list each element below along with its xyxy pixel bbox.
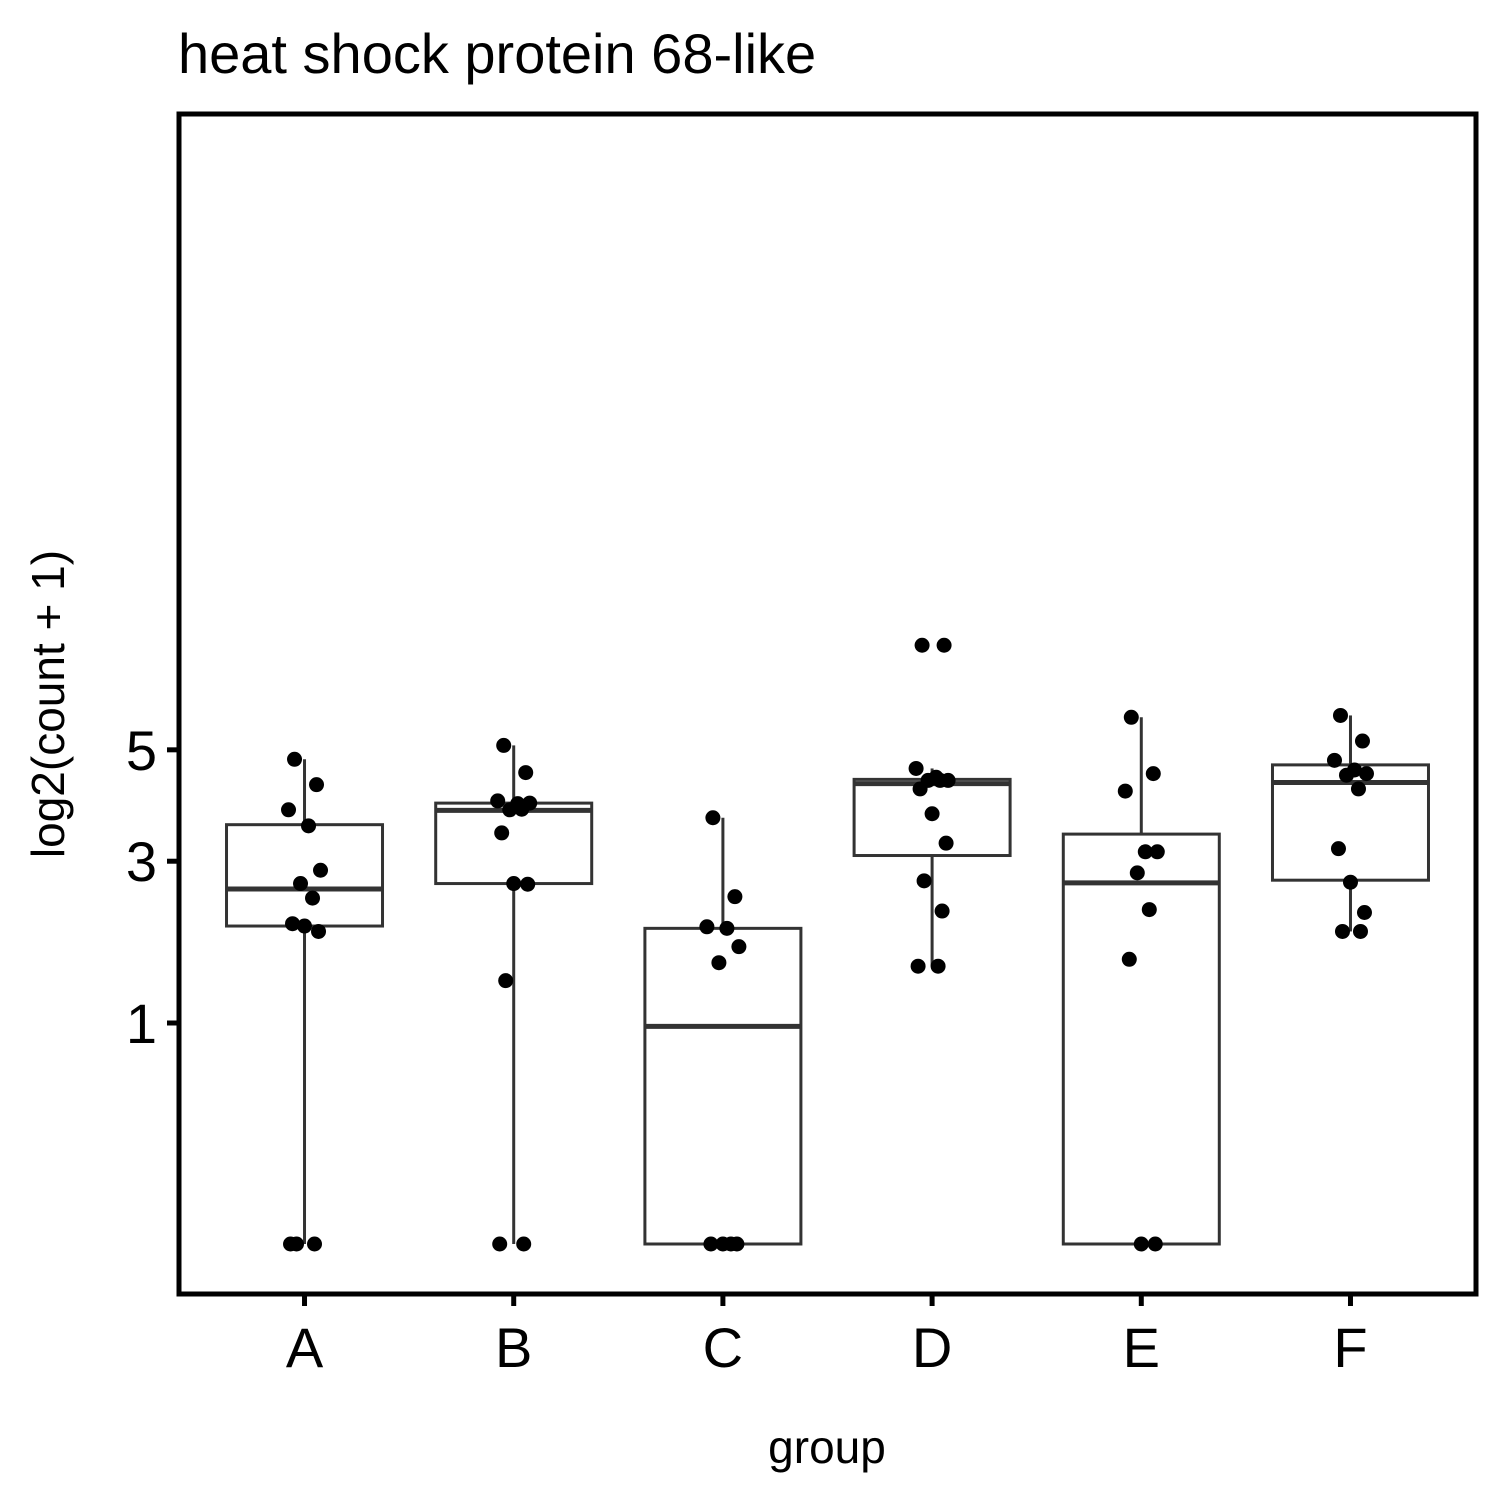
data-point — [727, 889, 743, 905]
data-point — [307, 1236, 323, 1252]
data-point — [1354, 733, 1370, 749]
data-point — [1358, 766, 1374, 782]
x-axis-title: group — [768, 1421, 886, 1473]
data-point — [520, 876, 536, 892]
data-point — [1338, 767, 1354, 783]
y-axis: 1 3 5 — [126, 719, 179, 1055]
box-D — [852, 768, 1012, 967]
data-point — [498, 973, 514, 989]
data-point — [1137, 844, 1153, 860]
x-axis: A B C D E F — [286, 1294, 1368, 1379]
data-point — [912, 781, 928, 797]
data-point — [301, 818, 317, 834]
data-point — [910, 958, 926, 974]
box-B — [434, 745, 594, 1244]
data-point — [305, 890, 321, 906]
data-point — [1342, 874, 1358, 890]
data-point — [1123, 709, 1139, 725]
y-tick-label: 3 — [126, 830, 157, 893]
data-point — [1145, 766, 1161, 782]
panel-border — [176, 111, 1479, 1297]
data-point — [729, 1236, 745, 1252]
data-point — [1326, 752, 1342, 768]
data-point — [1141, 902, 1157, 918]
data-point — [1334, 923, 1350, 939]
box-body — [1061, 832, 1221, 1246]
data-point — [703, 1236, 719, 1252]
box-body — [643, 926, 803, 1246]
data-point — [1330, 841, 1346, 857]
data-point — [1117, 783, 1133, 799]
data-point — [1149, 844, 1165, 860]
data-point — [514, 801, 530, 817]
data-point — [496, 737, 512, 753]
data-point — [1121, 951, 1137, 967]
data-point — [916, 873, 932, 889]
x-tick-label: C — [703, 1316, 743, 1379]
data-point — [705, 810, 721, 826]
data-point — [715, 1236, 731, 1252]
box-A — [225, 759, 385, 1244]
y-tick-label: 1 — [126, 992, 157, 1055]
x-tick-label: A — [286, 1316, 324, 1379]
data-point — [285, 916, 301, 932]
data-point — [293, 876, 309, 892]
data-point — [711, 955, 727, 971]
box-F — [1270, 715, 1430, 932]
data-point — [309, 777, 325, 793]
data-point — [1129, 865, 1145, 881]
data-point — [914, 637, 930, 653]
data-point — [311, 923, 327, 939]
data-point — [283, 1236, 299, 1252]
data-point — [494, 825, 510, 841]
plot-content — [225, 637, 1430, 1252]
data-point — [490, 793, 506, 809]
data-point — [287, 751, 303, 767]
x-tick-label: D — [912, 1316, 952, 1379]
data-point — [938, 835, 954, 851]
data-point — [719, 920, 735, 936]
data-point — [518, 765, 534, 781]
data-point — [516, 1236, 532, 1252]
data-point — [506, 876, 522, 892]
data-point — [932, 772, 948, 788]
data-point — [908, 760, 924, 776]
data-point — [934, 903, 950, 919]
data-point — [1147, 1236, 1163, 1252]
data-point — [731, 939, 747, 955]
y-axis-title: log2(count + 1) — [22, 550, 74, 858]
data-point — [297, 918, 313, 934]
data-point — [492, 1236, 508, 1252]
chart-title: heat shock protein 68-like — [178, 22, 816, 85]
data-point — [924, 806, 940, 822]
data-point — [502, 802, 518, 818]
x-tick-label: F — [1333, 1316, 1367, 1379]
data-point — [936, 637, 952, 653]
data-point — [1350, 781, 1366, 797]
data-point — [699, 919, 715, 935]
data-point — [1133, 1236, 1149, 1252]
y-tick-label: 5 — [126, 719, 157, 782]
box-C — [643, 817, 803, 1246]
data-point — [1352, 923, 1368, 939]
box-E — [1061, 717, 1221, 1246]
data-point — [1356, 905, 1372, 920]
data-point — [1332, 707, 1348, 723]
box-body — [225, 823, 385, 928]
data-point — [281, 802, 297, 818]
data-point — [313, 862, 329, 878]
data-point — [930, 958, 946, 974]
x-tick-label: E — [1123, 1316, 1160, 1379]
x-tick-label: B — [495, 1316, 532, 1379]
